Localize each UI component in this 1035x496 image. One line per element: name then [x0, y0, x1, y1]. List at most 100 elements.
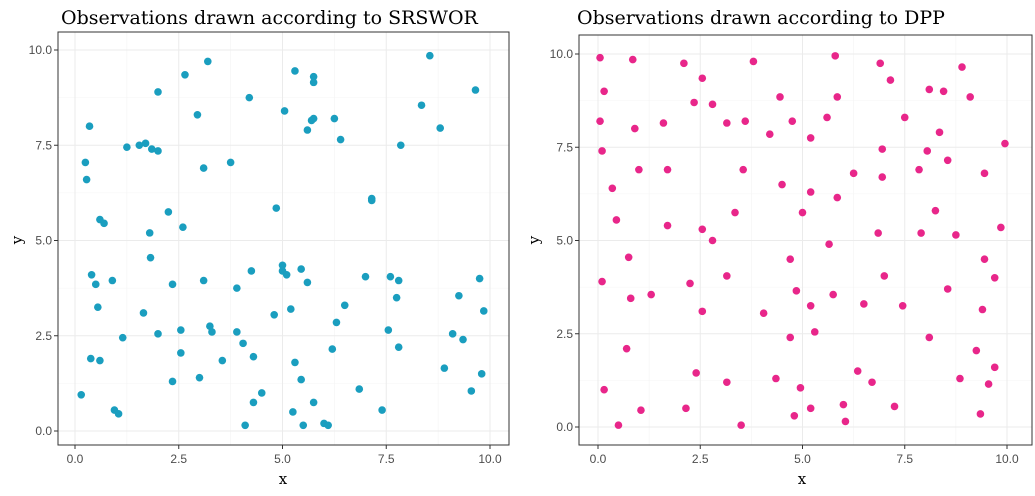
dpp-data-point: [796, 384, 805, 392]
srswor-chart-title: Observations drawn according to SRSWOR: [61, 7, 479, 29]
srswor-data-point: [241, 421, 249, 430]
dpp-data-point: [659, 119, 668, 127]
dpp-data-point: [860, 300, 868, 308]
srswor-y-tick-label: 7.5: [35, 138, 52, 152]
dpp-data-point: [806, 404, 815, 413]
dpp-data-point: [980, 255, 989, 263]
dpp-data-point: [737, 421, 745, 429]
srswor-chart-svg: Observations drawn according to SRSWOR 0…: [8, 7, 510, 488]
srswor-data-point: [475, 274, 484, 283]
dpp-data-point: [798, 208, 807, 217]
srswor-scatter-plot: Observations drawn according to SRSWOR 0…: [0, 0, 517, 496]
dpp-data-point: [841, 417, 850, 426]
srswor-data-point: [479, 307, 488, 315]
dpp-data-point: [596, 117, 604, 125]
dpp-y-axis-label: y: [525, 235, 543, 245]
dpp-data-point: [1001, 139, 1009, 148]
dpp-points: [596, 52, 1009, 429]
dpp-data-point: [810, 328, 819, 336]
srswor-data-point: [303, 278, 312, 287]
dpp-data-point: [976, 410, 985, 418]
srswor-data-point: [309, 398, 318, 407]
dpp-data-point: [628, 55, 637, 64]
dpp-data-point: [708, 100, 717, 109]
srswor-data-point: [297, 375, 305, 384]
dpp-data-point: [833, 193, 842, 202]
dpp-data-point: [853, 367, 862, 375]
dpp-x-tick-label: 0.0: [590, 452, 607, 466]
srswor-data-point: [168, 377, 177, 386]
srswor-data-point: [82, 175, 91, 184]
srswor-data-point: [139, 309, 148, 317]
srswor-gridlines: [58, 32, 509, 445]
srswor-data-point: [394, 343, 403, 351]
srswor-data-point: [328, 345, 337, 353]
dpp-data-point: [806, 134, 815, 142]
dpp-x-tick-label: 5.0: [794, 452, 811, 466]
dpp-data-point: [680, 59, 688, 68]
srswor-data-point: [154, 330, 162, 338]
srswor-data-point: [100, 219, 108, 228]
srswor-data-point: [147, 145, 156, 153]
srswor-data-point: [226, 158, 235, 167]
srswor-data-point: [177, 326, 185, 334]
srswor-data-point: [448, 330, 457, 338]
dpp-data-point: [917, 229, 925, 237]
srswor-data-point: [249, 398, 258, 407]
srswor-data-point: [81, 158, 90, 167]
srswor-data-point: [287, 305, 295, 313]
srswor-y-tick-label: 0.0: [35, 424, 52, 438]
srswor-x-tick-label: 2.5: [170, 452, 187, 466]
srswor-data-point: [145, 229, 154, 237]
dpp-data-point: [966, 93, 974, 101]
srswor-data-point: [291, 358, 299, 367]
dpp-y-tick-label: 7.5: [556, 140, 573, 154]
dpp-data-point: [978, 305, 987, 314]
srswor-x-axis-label: x: [279, 470, 288, 488]
dpp-data-point: [608, 184, 617, 193]
srswor-data-point: [378, 406, 386, 414]
dpp-data-point: [923, 147, 932, 155]
srswor-data-point: [309, 78, 318, 87]
srswor-data-point: [396, 141, 405, 150]
srswor-data-point: [233, 328, 241, 336]
dpp-data-point: [878, 145, 887, 153]
dpp-y-tick-label: 0.0: [556, 420, 573, 434]
srswor-data-point: [330, 114, 339, 123]
dpp-data-point: [759, 309, 768, 318]
dpp-data-point: [790, 412, 799, 420]
dpp-data-point: [647, 290, 655, 299]
dpp-data-point: [698, 225, 707, 234]
dpp-data-point: [631, 124, 639, 133]
dpp-data-point: [786, 333, 795, 342]
srswor-data-point: [114, 410, 123, 418]
dpp-data-point: [886, 76, 895, 84]
srswor-data-point: [177, 349, 185, 357]
dpp-data-point: [931, 206, 940, 215]
dpp-data-point: [831, 52, 840, 60]
srswor-data-point: [455, 291, 463, 300]
srswor-data-point: [336, 135, 345, 144]
dpp-data-point: [939, 87, 948, 96]
srswor-data-point: [309, 72, 318, 81]
dpp-data-point: [635, 165, 643, 174]
srswor-data-point: [199, 164, 208, 172]
srswor-data-point: [417, 101, 426, 110]
dpp-data-point: [692, 369, 700, 377]
dpp-data-point: [956, 374, 964, 383]
dpp-data-point: [663, 165, 672, 174]
srswor-data-point: [208, 328, 216, 336]
srswor-data-point: [303, 126, 312, 134]
dpp-data-point: [972, 346, 981, 355]
srswor-x-tick-label: 7.5: [378, 452, 395, 466]
srswor-data-point: [85, 122, 94, 130]
dpp-data-point: [868, 378, 876, 387]
dpp-data-point: [686, 279, 694, 288]
srswor-data-point: [181, 70, 189, 79]
srswor-data-point: [309, 114, 318, 123]
dpp-y-tick-label: 5.0: [556, 234, 573, 248]
srswor-data-point: [245, 93, 254, 102]
dpp-data-point: [849, 169, 858, 178]
srswor-data-point: [332, 318, 341, 327]
dpp-data-point: [990, 363, 999, 372]
